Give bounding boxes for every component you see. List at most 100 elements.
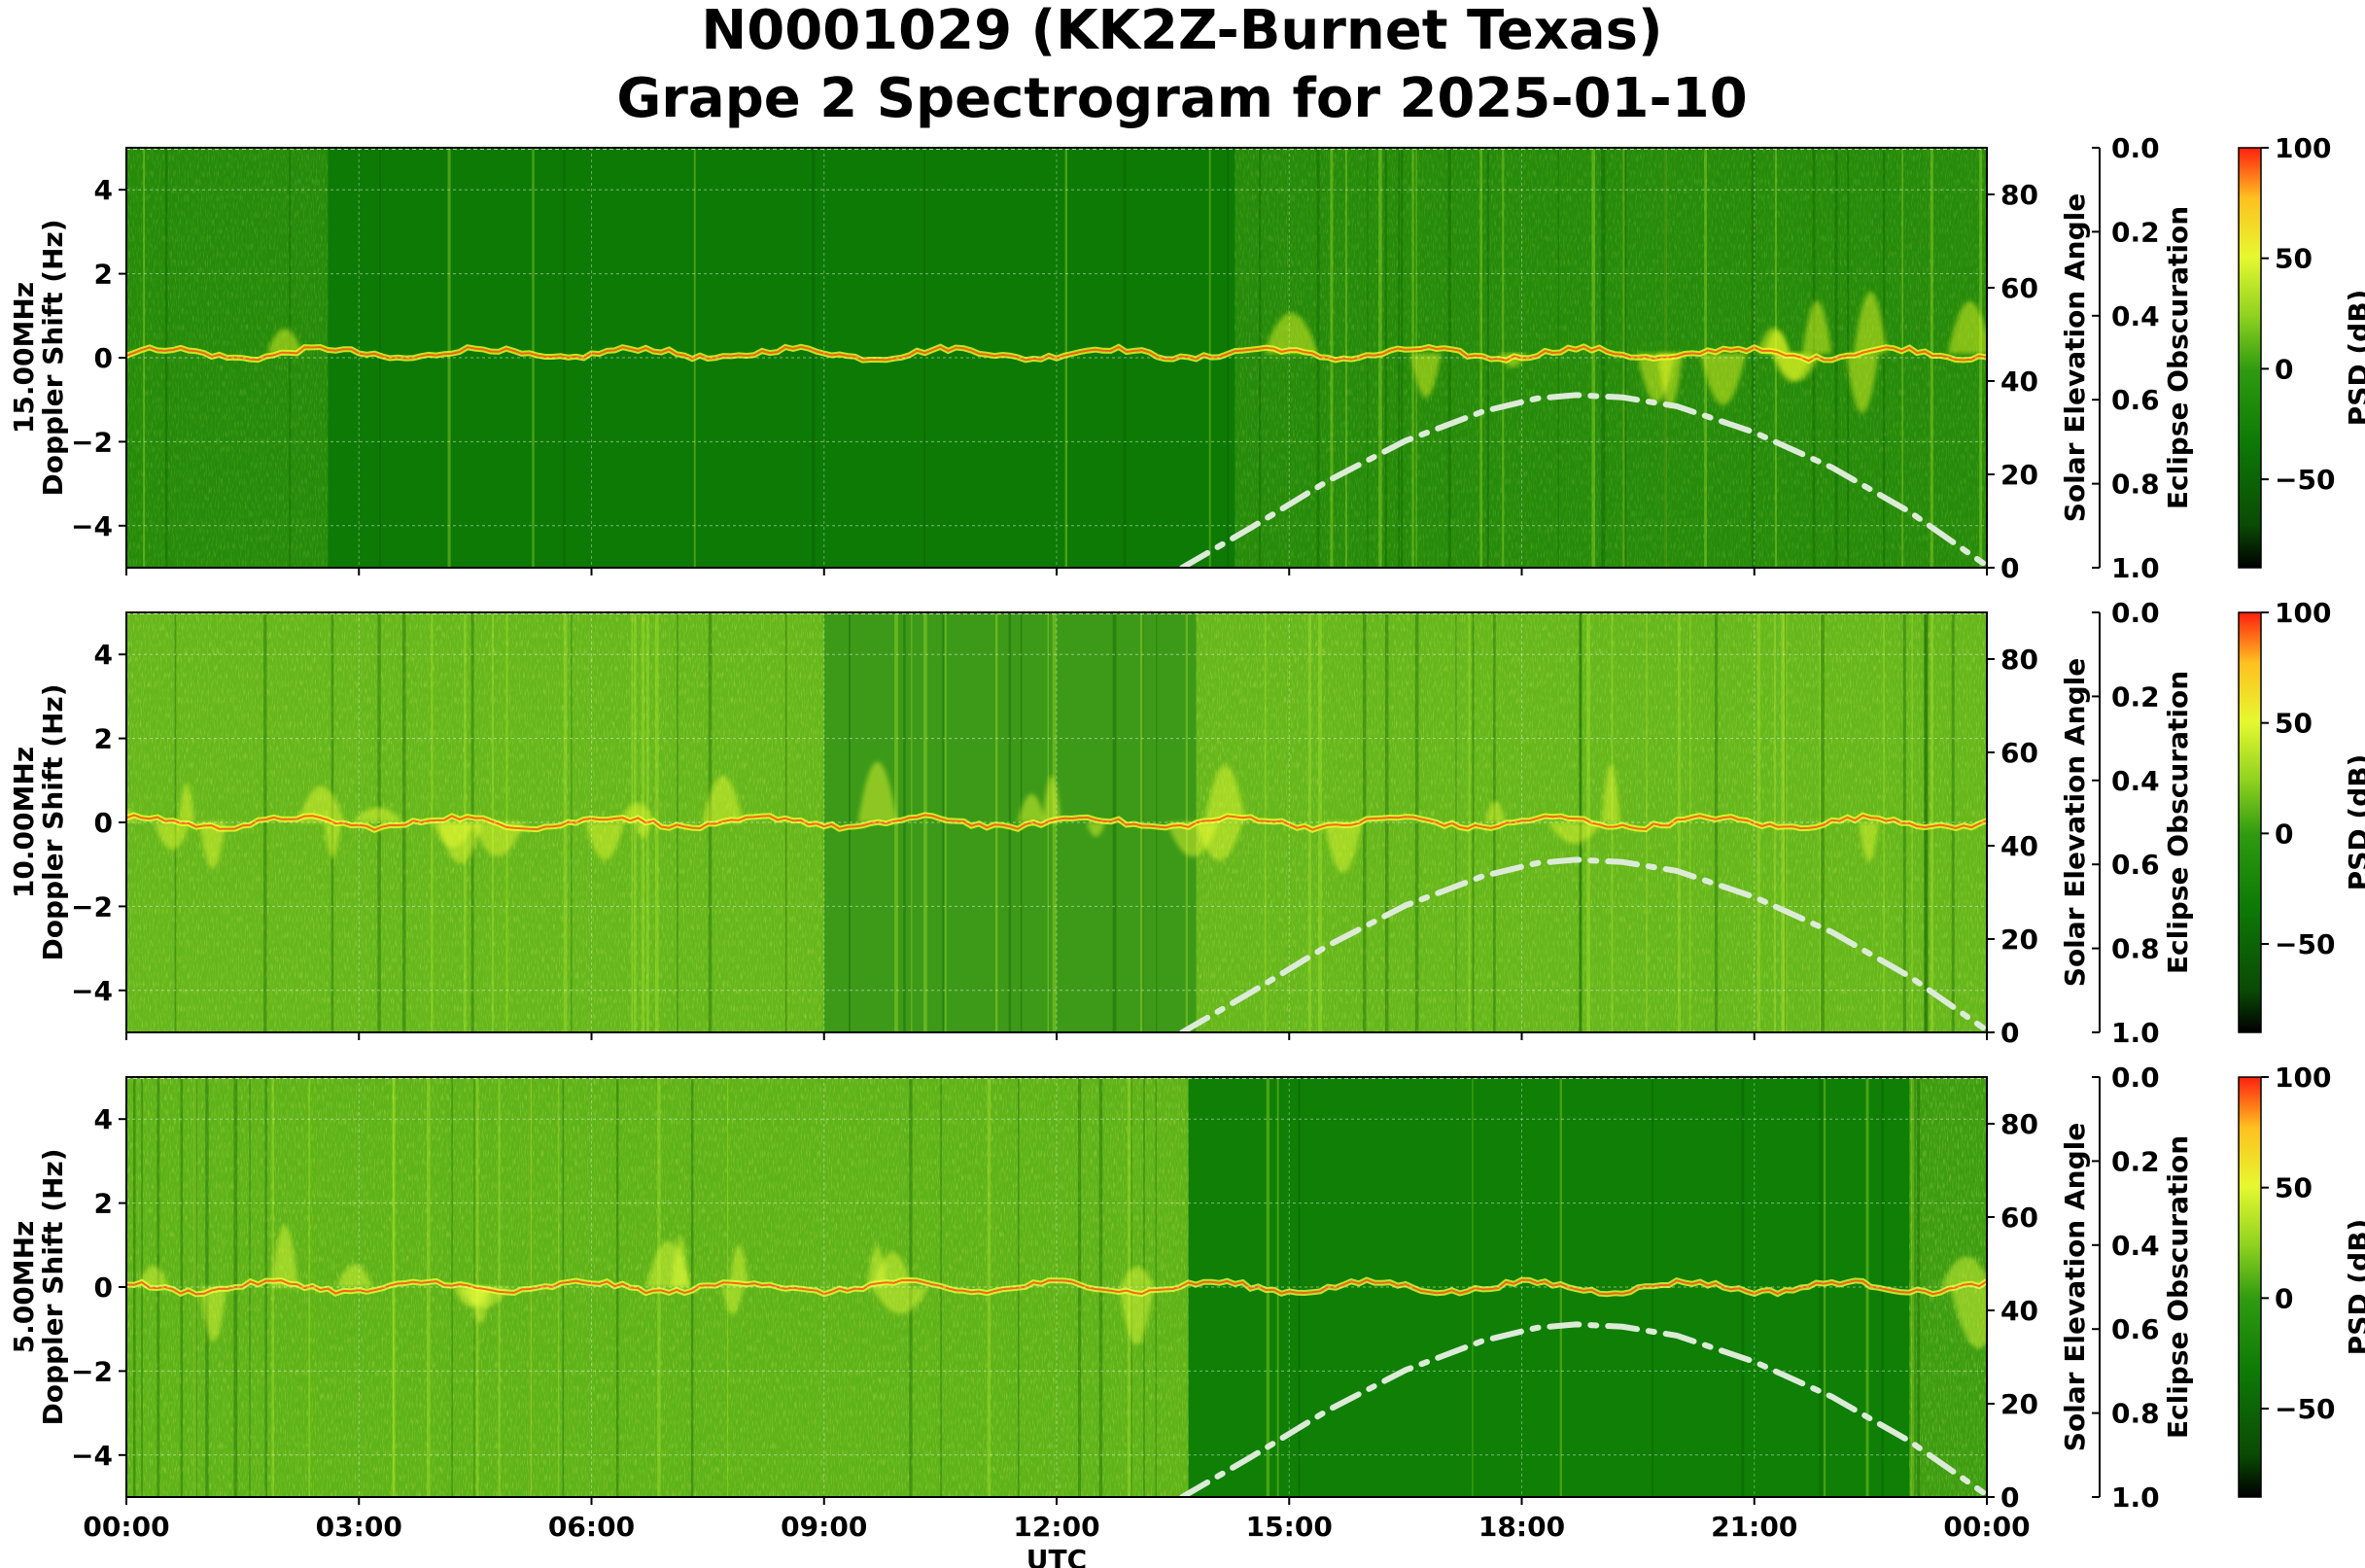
y2-tick-label: 60 <box>2000 272 2038 304</box>
y-tick-label: 4 <box>94 639 113 671</box>
doppler-plume <box>585 822 625 860</box>
y3-tick-label: 0.4 <box>2111 1230 2160 1262</box>
spectral-streak <box>1910 1077 1915 1497</box>
spectral-streak <box>690 1077 694 1497</box>
y-axis-label: Doppler Shift (Hz) <box>37 219 69 496</box>
doppler-plume <box>872 1287 929 1314</box>
spectral-streak <box>987 1077 991 1497</box>
doppler-plume <box>1120 1266 1155 1287</box>
spectral-streak <box>811 148 816 568</box>
y2-tick-label: 80 <box>2000 179 2038 211</box>
x-tick-label: 06:00 <box>548 1511 635 1543</box>
doppler-plume <box>1086 822 1106 837</box>
y3-tick-label: 0.0 <box>2111 597 2160 629</box>
colorbar-label: PSD (dB) <box>2343 290 2365 427</box>
doppler-plume <box>1940 1256 1987 1287</box>
y3-tick-label: 0.2 <box>2111 680 2160 713</box>
colorbar-tick-label: 0 <box>2275 818 2293 850</box>
colorbar-tick-label: 50 <box>2275 1172 2313 1204</box>
carrier-trace <box>126 1278 1987 1296</box>
panel-frequency-label: 5.00MHz <box>8 1221 40 1354</box>
doppler-plume <box>1166 822 1219 857</box>
spectral-streak <box>1227 148 1230 568</box>
y2-axis-label: Solar Elevation Angle <box>2059 1123 2091 1451</box>
x-tick-label: 00:00 <box>1943 1511 2030 1543</box>
spectral-streak <box>1140 612 1144 1032</box>
x-tick-label: 15:00 <box>1246 1511 1333 1543</box>
colorbar-tick-label: 100 <box>2275 597 2331 629</box>
doppler-plume <box>729 1244 749 1287</box>
doppler-plume <box>1601 763 1620 822</box>
doppler-plume <box>1700 353 1747 405</box>
y3-axis-label: Eclipse Obscuration <box>2162 1135 2194 1439</box>
doppler-plume <box>271 1225 298 1287</box>
spectral-streak <box>848 612 851 1032</box>
x-tick-label: 18:00 <box>1478 1511 1565 1543</box>
spectral-streak <box>1008 612 1012 1032</box>
spectrogram-image <box>126 1077 1987 1497</box>
doppler-plume <box>1950 1287 1987 1349</box>
spectral-streak <box>923 612 927 1032</box>
spectral-streak <box>1472 612 1475 1032</box>
doppler-plume <box>1042 775 1061 822</box>
doppler-plume <box>154 822 191 851</box>
y-axis-label: Doppler Shift (Hz) <box>37 683 69 960</box>
colorbar-tick-label: 50 <box>2275 243 2313 275</box>
doppler-plume <box>1119 1287 1154 1345</box>
spectral-streak <box>1646 612 1648 1032</box>
doppler-plume <box>722 1287 744 1315</box>
spectral-streak <box>532 148 535 568</box>
y-tick-label: 4 <box>94 174 113 206</box>
spectrogram-image <box>126 148 1987 568</box>
y-tick-label: −2 <box>71 1355 113 1387</box>
y2-tick-label: 40 <box>2000 830 2038 862</box>
y2-tick-label: 60 <box>2000 737 2038 769</box>
spectral-streak <box>164 148 168 568</box>
y-tick-label: 2 <box>94 259 113 291</box>
y2-tick-label: 40 <box>2000 366 2038 398</box>
spectral-streak <box>1714 612 1719 1032</box>
doppler-plume <box>1657 353 1684 408</box>
doppler-plume <box>1410 353 1442 399</box>
doppler-plume <box>266 329 303 354</box>
spectral-streak <box>1824 1077 1826 1497</box>
spectral-streak <box>1318 612 1322 1032</box>
spectral-streak <box>1298 1077 1301 1497</box>
spectral-streak <box>143 148 146 568</box>
colorbar-tick-label: 0 <box>2275 353 2293 385</box>
spectral-streak <box>192 1077 197 1497</box>
chart-title: N0001029 (KK2Z-Burnet Texas) <box>701 0 1662 62</box>
y3-tick-label: 0.8 <box>2111 1398 2160 1430</box>
spectral-streak <box>1378 148 1382 568</box>
doppler-plume <box>1845 353 1879 413</box>
y2-tick-label: 40 <box>2000 1295 2038 1327</box>
spectral-streak <box>427 1077 431 1497</box>
colorbar-tick-label: −50 <box>2275 464 2335 496</box>
y3-tick-label: 0.6 <box>2111 384 2160 416</box>
y3-tick-label: 0.0 <box>2111 1062 2160 1094</box>
y3-tick-label: 1.0 <box>2111 1481 2160 1514</box>
doppler-plume <box>645 1240 691 1287</box>
spectral-streak <box>1123 148 1127 568</box>
spectral-streak <box>562 1077 565 1497</box>
y2-tick-label: 60 <box>2000 1202 2038 1234</box>
spectral-streak <box>1398 148 1401 568</box>
spectral-streak <box>1601 148 1606 568</box>
spectral-streak <box>1819 612 1822 1032</box>
y-tick-label: −4 <box>71 1440 113 1472</box>
y-tick-label: 2 <box>94 723 113 755</box>
colorbar-tick-label: 100 <box>2275 132 2331 164</box>
spectral-streak <box>1156 612 1158 1032</box>
spectral-streak <box>786 612 789 1032</box>
colorbar-tick-label: −50 <box>2275 1393 2335 1425</box>
doppler-plume <box>1764 331 1791 354</box>
spectral-streak <box>180 1077 184 1497</box>
y-tick-label: 2 <box>94 1188 113 1220</box>
panel-frequency-label: 10.00MHz <box>8 747 40 898</box>
carrier-trace <box>126 345 1987 363</box>
y2-tick-label: 0 <box>2000 1481 2019 1514</box>
y-tick-label: 0 <box>94 807 113 839</box>
